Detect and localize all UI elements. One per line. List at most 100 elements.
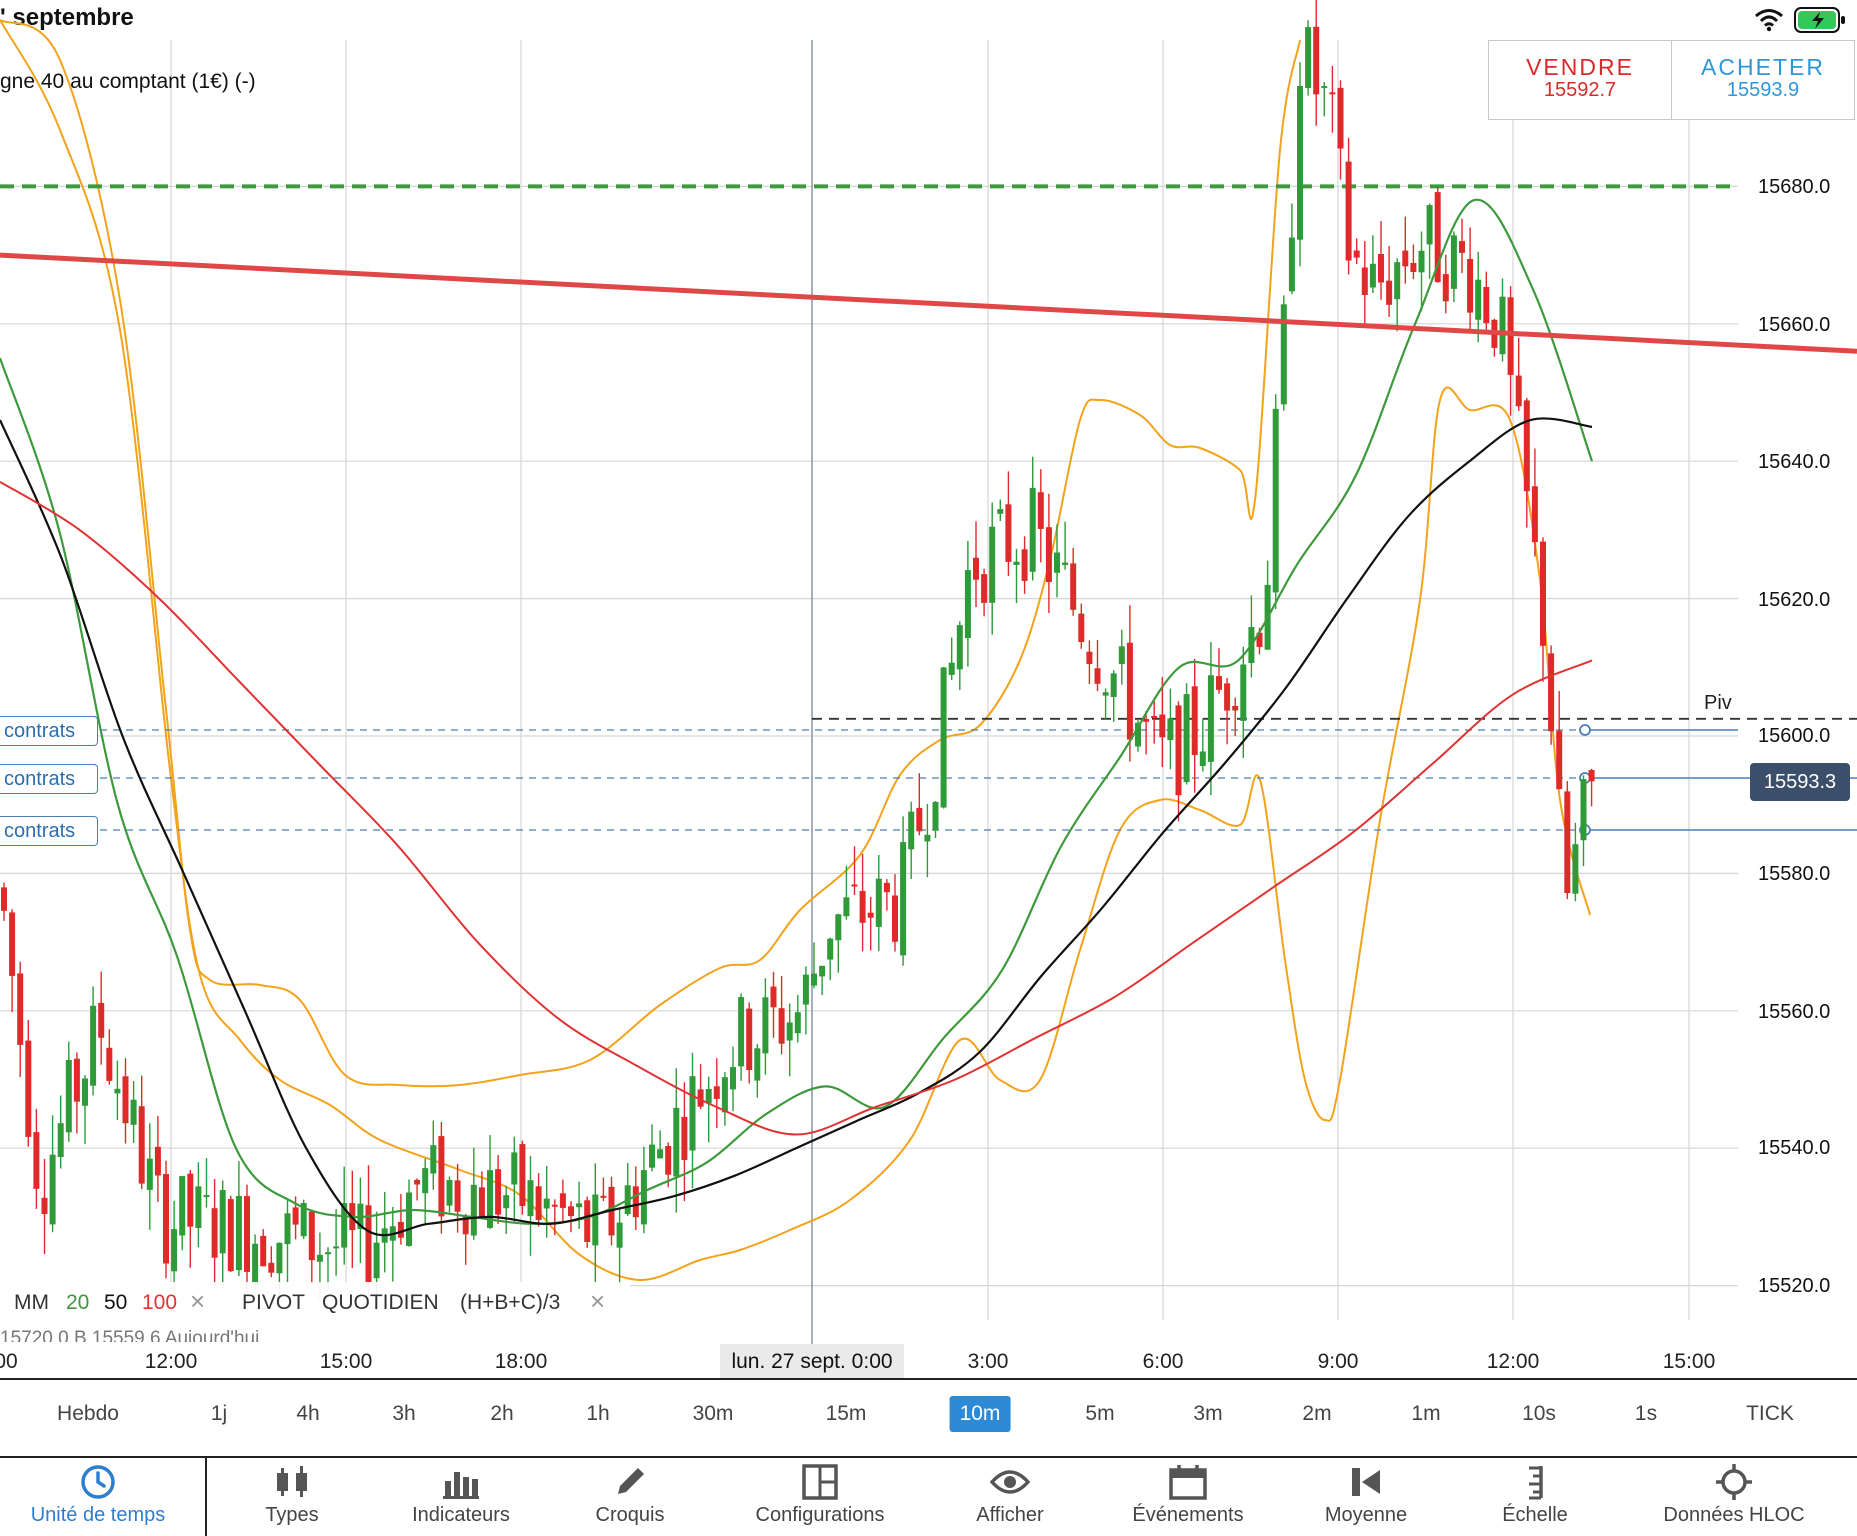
timeframe-10s[interactable]: 10s <box>1522 1402 1556 1425</box>
timeframe-1s[interactable]: 1s <box>1634 1402 1658 1425</box>
candle-bull <box>1240 664 1247 721</box>
price-tick: 15560.0 <box>1738 1000 1857 1024</box>
toolbar-average[interactable]: Moyenne <box>1281 1464 1451 1534</box>
candle-bear <box>1337 87 1344 149</box>
candle-bear <box>1086 651 1093 664</box>
timeframe-5m[interactable]: 5m <box>1085 1402 1115 1425</box>
candle-bull <box>333 1246 340 1249</box>
candle-bull <box>1029 487 1036 572</box>
candle-bear <box>1126 642 1133 740</box>
toolbar-sketch[interactable]: Croquis <box>545 1464 715 1534</box>
candle-bear <box>211 1208 218 1258</box>
candle-bull <box>657 1149 664 1159</box>
timeframe-1h[interactable]: 1h <box>586 1402 610 1425</box>
toolbar-indicators[interactable]: Indicateurs <box>376 1464 546 1534</box>
candle-bull <box>470 1184 477 1236</box>
candle-bear <box>1256 632 1263 647</box>
wifi-icon <box>1755 9 1783 32</box>
timeframe-hebdo[interactable]: Hebdo <box>57 1402 119 1425</box>
price-tick: 15620.0 <box>1738 588 1857 612</box>
candle-bull <box>130 1099 137 1125</box>
candle-bull <box>325 1252 331 1255</box>
timeframe-1j[interactable]: 1j <box>210 1402 228 1425</box>
position-tag[interactable]: contrats <box>0 716 98 746</box>
candle-bull <box>1321 86 1328 89</box>
time-tick: 18:00 <box>494 1350 548 1373</box>
timeframe-tick[interactable]: TICK <box>1746 1402 1794 1425</box>
candle-bear <box>778 1008 785 1044</box>
candle-bear <box>1151 716 1158 718</box>
timeframe-1m[interactable]: 1m <box>1411 1402 1441 1425</box>
candle-bear <box>851 884 858 887</box>
candle-bull <box>1272 408 1279 593</box>
candle-bear <box>519 1144 526 1206</box>
toolbar-divider <box>0 1456 1857 1458</box>
candle-bear <box>478 1187 485 1218</box>
candle-bull <box>1110 673 1117 697</box>
moving-averages <box>0 198 1594 1237</box>
candle-bull <box>1572 844 1579 894</box>
candle-bull <box>940 667 947 808</box>
candle-bear <box>1378 254 1384 283</box>
candle-bull <box>49 1154 56 1225</box>
candle-bull <box>948 662 955 675</box>
timeframe-10m[interactable]: 10m <box>949 1396 1011 1432</box>
price-chart[interactable] <box>0 0 1857 1380</box>
timeframe-3h[interactable]: 3h <box>392 1402 416 1425</box>
candle-bull <box>1167 718 1174 741</box>
toolbar-configurations[interactable]: Configurations <box>735 1464 905 1534</box>
battery-icon <box>1794 7 1845 33</box>
toolbar-types[interactable]: Types <box>207 1464 377 1534</box>
candle-bull <box>689 1076 696 1151</box>
toolbar-label: Moyenne <box>1324 1504 1408 1526</box>
toolbar-label: Types <box>265 1504 319 1526</box>
timeframe-3m[interactable]: 3m <box>1193 1402 1223 1425</box>
bollinger-band <box>0 19 1591 1282</box>
average-icon <box>1352 1468 1380 1496</box>
timeframe-4h[interactable]: 4h <box>296 1402 320 1425</box>
position-tag[interactable]: contrats <box>0 816 98 846</box>
timeframe-15m[interactable]: 15m <box>825 1402 867 1425</box>
indicator-legend: MM 20 50 100 × PIVOT QUOTIDIEN (H+B+C)/3… <box>0 1282 630 1322</box>
remove-pivot-icon[interactable]: × <box>590 1286 606 1316</box>
remove-mm-icon[interactable]: × <box>190 1286 206 1316</box>
toolbar-label: Données HLOC <box>1663 1504 1805 1526</box>
candle-bear <box>1556 730 1563 790</box>
candle-bull <box>819 965 826 977</box>
candle-bear <box>1 887 7 911</box>
candle-bear <box>551 1204 558 1207</box>
buy-label: ACHETER <box>1701 54 1825 80</box>
candle-bull <box>1183 694 1190 783</box>
candle-bear <box>1361 267 1368 295</box>
layout-icon <box>802 1464 838 1500</box>
timeframe-30m[interactable]: 30m <box>692 1402 734 1425</box>
candle-bull <box>300 1203 307 1237</box>
candle-bull <box>1297 86 1303 240</box>
candle-bull <box>794 1012 801 1034</box>
candle-bear <box>25 1040 32 1137</box>
toolbar-hloc-data[interactable]: Données HLOC <box>1649 1464 1819 1534</box>
toolbar-scale[interactable]: Échelle <box>1450 1464 1620 1534</box>
status-date: ' septembre <box>0 4 134 31</box>
candle-bull <box>908 811 915 850</box>
candle-bull <box>430 1145 437 1174</box>
candle-bull <box>1499 296 1506 355</box>
candle-bull <box>1207 675 1214 762</box>
sell-button[interactable]: VENDRE 15592.7 <box>1489 41 1671 119</box>
position-tag[interactable]: contrats <box>0 764 98 794</box>
toolbar-time-unit[interactable]: Unité de temps <box>13 1464 183 1534</box>
timeframe-2h[interactable]: 2h <box>490 1402 514 1425</box>
buy-button[interactable]: ACHETER 15593.9 <box>1671 41 1854 119</box>
trendline-layer <box>0 252 1857 354</box>
toolbar-display[interactable]: Afficher <box>925 1464 1095 1534</box>
candle-bear <box>495 1169 502 1215</box>
candle-bear <box>1386 280 1393 305</box>
candle-bull <box>1475 279 1482 320</box>
candle-bull <box>114 1088 121 1094</box>
candle-bear <box>559 1193 566 1208</box>
candle-bull <box>649 1144 655 1168</box>
candle-bear <box>98 1002 105 1038</box>
time-tick: 15:00 <box>319 1350 373 1373</box>
toolbar-events[interactable]: Événements <box>1103 1464 1273 1534</box>
timeframe-2m[interactable]: 2m <box>1302 1402 1332 1425</box>
